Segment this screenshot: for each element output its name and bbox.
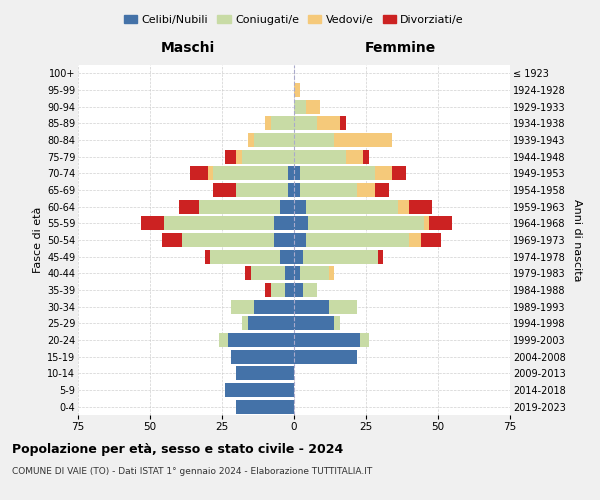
Bar	[242, 316, 248, 330]
Bar	[317, 116, 340, 130]
Bar	[300, 183, 358, 197]
Bar	[286, 283, 294, 297]
Text: Femmine: Femmine	[365, 41, 436, 55]
Bar	[424, 216, 430, 230]
Bar	[346, 150, 363, 164]
Bar	[305, 200, 398, 214]
Bar	[300, 166, 374, 180]
Bar	[294, 216, 308, 230]
Bar	[205, 250, 211, 264]
Bar	[286, 266, 294, 280]
Bar	[251, 266, 286, 280]
Bar	[392, 166, 406, 180]
Bar	[294, 150, 346, 164]
Y-axis label: Fasce di età: Fasce di età	[32, 207, 43, 273]
Bar	[294, 350, 358, 364]
Bar	[271, 283, 286, 297]
Bar	[294, 166, 300, 180]
Bar	[274, 216, 294, 230]
Bar	[265, 283, 271, 297]
Bar	[265, 116, 271, 130]
Bar	[248, 316, 294, 330]
Bar	[294, 283, 302, 297]
Bar	[142, 216, 164, 230]
Bar	[254, 133, 294, 147]
Bar	[363, 150, 369, 164]
Bar	[288, 183, 294, 197]
Bar	[254, 300, 294, 314]
Bar	[225, 150, 236, 164]
Bar	[236, 150, 242, 164]
Bar	[288, 166, 294, 180]
Bar	[308, 216, 424, 230]
Bar	[294, 200, 305, 214]
Text: Popolazione per età, sesso e stato civile - 2024: Popolazione per età, sesso e stato civil…	[12, 442, 343, 456]
Bar	[294, 183, 300, 197]
Bar	[340, 116, 346, 130]
Bar	[161, 233, 182, 247]
Bar	[294, 133, 334, 147]
Bar	[377, 250, 383, 264]
Bar	[211, 250, 280, 264]
Bar	[329, 300, 358, 314]
Bar	[421, 233, 441, 247]
Bar	[374, 166, 392, 180]
Bar	[214, 183, 236, 197]
Bar	[245, 266, 251, 280]
Bar	[236, 366, 294, 380]
Bar	[334, 316, 340, 330]
Bar	[228, 333, 294, 347]
Bar	[294, 316, 334, 330]
Y-axis label: Anni di nascita: Anni di nascita	[572, 198, 583, 281]
Bar	[164, 216, 274, 230]
Bar	[300, 266, 329, 280]
Bar	[219, 333, 228, 347]
Bar	[294, 250, 302, 264]
Bar	[334, 133, 392, 147]
Bar	[242, 150, 294, 164]
Bar	[294, 333, 360, 347]
Bar	[360, 333, 369, 347]
Bar	[230, 350, 294, 364]
Bar	[329, 266, 334, 280]
Bar	[398, 200, 409, 214]
Bar	[179, 200, 199, 214]
Bar	[302, 250, 377, 264]
Bar	[305, 100, 320, 114]
Bar	[294, 300, 329, 314]
Bar	[358, 183, 374, 197]
Bar	[294, 100, 305, 114]
Bar	[430, 216, 452, 230]
Bar	[409, 233, 421, 247]
Bar	[208, 166, 214, 180]
Legend: Celibi/Nubili, Coniugati/e, Vedovi/e, Divorziati/e: Celibi/Nubili, Coniugati/e, Vedovi/e, Di…	[119, 10, 469, 29]
Bar	[199, 200, 280, 214]
Text: Maschi: Maschi	[160, 41, 215, 55]
Bar	[225, 383, 294, 397]
Bar	[214, 166, 288, 180]
Bar	[294, 116, 317, 130]
Bar	[280, 250, 294, 264]
Bar	[294, 233, 305, 247]
Bar	[409, 200, 432, 214]
Bar	[236, 183, 288, 197]
Bar	[230, 300, 254, 314]
Bar	[236, 400, 294, 414]
Bar	[182, 233, 274, 247]
Bar	[248, 133, 254, 147]
Bar	[294, 83, 300, 97]
Bar	[302, 283, 317, 297]
Bar	[305, 233, 409, 247]
Bar	[374, 183, 389, 197]
Bar	[280, 200, 294, 214]
Bar	[271, 116, 294, 130]
Text: COMUNE DI VAIE (TO) - Dati ISTAT 1° gennaio 2024 - Elaborazione TUTTITALIA.IT: COMUNE DI VAIE (TO) - Dati ISTAT 1° genn…	[12, 468, 372, 476]
Bar	[190, 166, 208, 180]
Bar	[294, 266, 300, 280]
Bar	[274, 233, 294, 247]
